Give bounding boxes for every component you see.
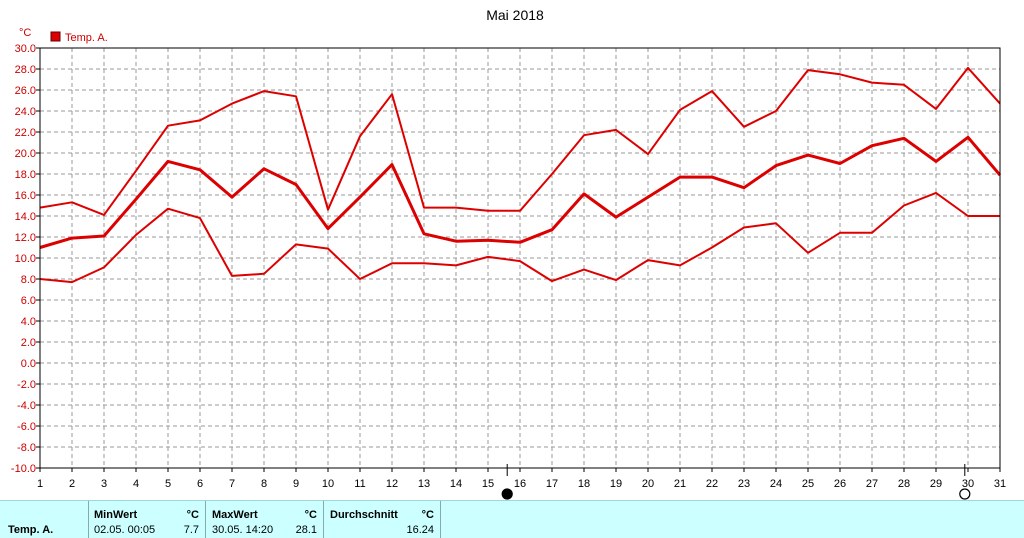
x-tick-label: 8 [261, 478, 267, 490]
series-line-avg [39, 135, 1002, 249]
open-circle-marker [959, 488, 971, 500]
x-tick-label: 13 [418, 478, 430, 490]
statistics-panel: Temp. A. MinWert °C 02.05. 00:05 7.7 Max… [0, 500, 1024, 538]
y-tick-label: 4.0 [21, 316, 36, 328]
x-tick-label: 20 [642, 478, 654, 490]
min-cell: MinWert °C 02.05. 00:05 7.7 [89, 501, 206, 538]
y-tick-label: 18.0 [15, 169, 36, 181]
min-value: 7.7 [183, 524, 199, 536]
max-header: MaxWert [212, 509, 258, 521]
x-tick-label: 15 [482, 478, 494, 490]
x-tick-label: 7 [229, 478, 235, 490]
x-tick-label: 25 [802, 478, 814, 490]
x-tick-label: 17 [546, 478, 558, 490]
max-value: 28.1 [295, 524, 317, 536]
y-tick-label: -10.0 [11, 463, 36, 475]
x-tick-label: 29 [930, 478, 942, 490]
y-tick-label: 20.0 [15, 148, 36, 160]
y-tick-label: -6.0 [17, 421, 36, 433]
max-time: 30.05. 14:20 [212, 524, 274, 536]
x-tick-label: 6 [197, 478, 203, 490]
x-tick-label: 4 [133, 478, 139, 490]
y-tick-label: 26.0 [15, 85, 36, 97]
x-tick-label: 1 [37, 478, 43, 490]
avg-header: Durchschnitt [330, 509, 398, 521]
chart-title: Mai 2018 [486, 7, 544, 23]
legend-label: Temp. A. [65, 32, 108, 44]
x-tick-label: 9 [293, 478, 299, 490]
x-tick-label: 12 [386, 478, 398, 490]
day-markers [501, 464, 971, 500]
x-tick-label: 14 [450, 478, 462, 490]
plot-frame [39, 47, 1001, 469]
y-tick-label: -8.0 [17, 442, 36, 454]
x-tick-label: 30 [962, 478, 974, 490]
x-tick-label: 22 [706, 478, 718, 490]
x-tick-label: 23 [738, 478, 750, 490]
max-cell: MaxWert °C 30.05. 14:20 28.1 [206, 501, 324, 538]
x-tick-label: 11 [354, 478, 365, 490]
min-time: 02.05. 00:05 [94, 524, 156, 536]
x-tick-label: 16 [514, 478, 526, 490]
y-tick-label: -4.0 [17, 400, 36, 412]
y-tick-label: 6.0 [21, 295, 36, 307]
temperature-chart: Mai 2018 °C Temp. A. -10.0 -8.0 -6.0 -4.0 -2… [11, 7, 1006, 500]
avg-cell: Durchschnitt °C 16.24 [324, 501, 441, 538]
y-tick-label: -2.0 [17, 379, 36, 391]
avg-unit: °C [421, 509, 434, 521]
avg-value: 16.24 [406, 524, 434, 536]
stats-row-label: Temp. A. [8, 524, 54, 536]
x-tick-label: 18 [578, 478, 590, 490]
y-axis-ticks: -10.0 -8.0 -6.0 -4.0 -2.0 0.0 2.0 4.0 6.0 8.0 10.0… [11, 43, 40, 475]
y-tick-label: 0.0 [21, 358, 36, 370]
x-tick-label: 5 [165, 478, 171, 490]
unit-label: °C [19, 27, 31, 39]
x-tick-label: 31 [994, 478, 1006, 490]
x-tick-label: 19 [610, 478, 622, 490]
series-line-min [39, 191, 1000, 284]
y-tick-label: 30.0 [15, 43, 36, 55]
y-tick-label: 12.0 [15, 232, 36, 244]
y-tick-label: 24.0 [15, 106, 36, 118]
x-tick-label: 3 [101, 478, 107, 490]
y-tick-label: 14.0 [15, 211, 36, 223]
x-tick-label: 28 [898, 478, 910, 490]
x-tick-label: 21 [674, 478, 686, 490]
legend-swatch [50, 31, 61, 42]
filled-circle-marker [501, 488, 513, 500]
y-tick-label: 2.0 [21, 337, 36, 349]
min-unit: °C [186, 509, 199, 521]
grid [39, 47, 1001, 469]
y-tick-label: 22.0 [15, 127, 36, 139]
y-tick-label: 8.0 [21, 274, 36, 286]
x-tick-label: 27 [866, 478, 878, 490]
min-header: MinWert [94, 509, 138, 521]
y-tick-label: 10.0 [15, 253, 36, 265]
y-tick-label: 28.0 [15, 64, 36, 76]
max-unit: °C [304, 509, 317, 521]
stats-label-cell: Temp. A. [0, 501, 89, 538]
x-axis-ticks: 1 2 3 4 5 6 7 8 9 10 11 12 13 14 15 16 17 18 19 20 21 22 23 24 2… [37, 468, 1006, 490]
series-line-max [39, 66, 1001, 216]
x-tick-label: 24 [770, 478, 782, 490]
x-tick-label: 26 [834, 478, 846, 490]
x-tick-label: 2 [69, 478, 75, 490]
x-tick-label: 10 [322, 478, 334, 490]
y-tick-label: 16.0 [15, 190, 36, 202]
series-lines [39, 66, 1002, 284]
